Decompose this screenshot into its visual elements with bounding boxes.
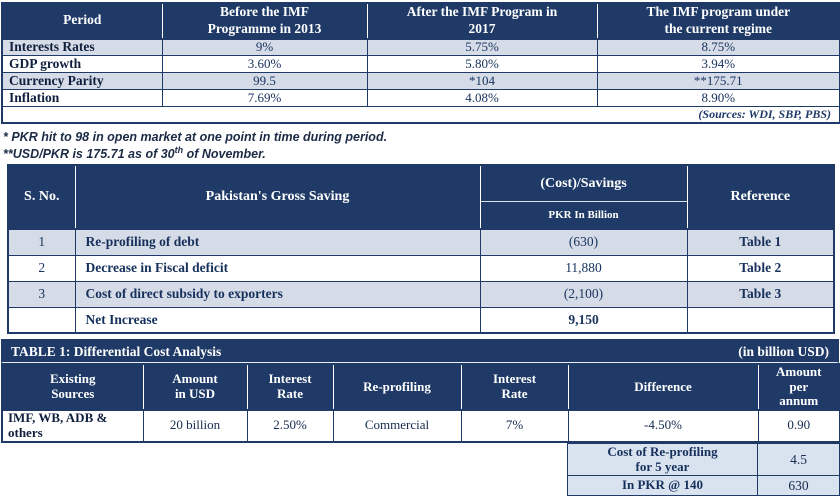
table-row-reprofiling: 1 Re-profiling of debt (630) Table 1 — [7, 228, 835, 256]
amount-usd-cell: 20 billion — [142, 409, 248, 443]
after-imf-column-header: After the IMF Program in 2017 — [366, 3, 597, 40]
value-current: 3.94% — [596, 55, 840, 74]
period-column-header: Period — [2, 3, 162, 40]
re-profiling-cell: Commercial — [332, 409, 462, 443]
table-row-interest-rates: Interests Rates 9% 5.75% 8.75% — [1, 38, 840, 57]
reference-cell: Table 1 — [686, 228, 835, 256]
gross-saving-table: S. No. Pakistan's Gross Saving (Cost)/Sa… — [7, 164, 835, 334]
row-label: Interests Rates — [1, 38, 163, 57]
re-profiling-column-header: Re-profiling — [332, 364, 461, 411]
footnote-text: of November. — [183, 147, 266, 162]
value-after: *104 — [366, 72, 598, 91]
amount-per-annum-cell: 0.90 — [757, 409, 840, 443]
imf-period-comparison-table: Period Before the IMF Programme in 2013 … — [1, 2, 840, 124]
sources-note: (Sources: WDI, SBP, PBS) — [1, 106, 840, 124]
item-cell: Net Increase — [74, 306, 481, 334]
sno-cell: 3 — [7, 280, 76, 308]
value-before: 9% — [161, 38, 368, 57]
cost-savings-header-sub: PKR In Billion — [548, 209, 619, 221]
sources-row: (Sources: WDI, SBP, PBS) — [1, 106, 840, 124]
interest-rate-2-column-header: Interest Rate — [460, 364, 568, 411]
value-before: 7.69% — [161, 89, 368, 108]
reference-cell: Table 3 — [686, 280, 835, 308]
footnotes: * PKR hit to 98 in open market at one po… — [3, 129, 387, 163]
period-header-row: Period Before the IMF Programme in 2013 … — [2, 3, 840, 40]
interest-rate-column-header: Interest Rate — [246, 364, 333, 411]
gross-saving-column-header: Pakistan's Gross Saving — [74, 165, 480, 230]
value-cell: (2,100) — [479, 280, 688, 308]
item-cell: Re-profiling of debt — [74, 228, 481, 256]
table-row-net-increase: Net Increase 9,150 — [7, 306, 835, 334]
table-row-inflation: Inflation 7.69% 4.08% 8.90% — [1, 89, 840, 108]
table-row-currency-parity: Currency Parity 99.5 *104 **175.71 — [1, 72, 840, 91]
ordinal-superscript: th — [174, 145, 184, 156]
value-cell: 11,880 — [479, 254, 688, 282]
item-cell: Cost of direct subsidy to exporters — [74, 280, 481, 308]
differential-table-title-bar: TABLE 1: Differential Cost Analysis (in … — [1, 339, 839, 363]
value-current: **175.71 — [596, 72, 840, 91]
table-row-gdp-growth: GDP growth 3.60% 5.80% 3.94% — [1, 55, 840, 74]
sno-cell: 1 — [7, 228, 76, 256]
row-label: GDP growth — [1, 55, 163, 74]
cost-5-year-value: 4.5 — [757, 442, 840, 477]
differential-cost-table: Existing Sources Amount in USD Interest … — [1, 363, 840, 443]
table-row-in-pkr: In PKR @ 140 630 — [567, 475, 840, 497]
reference-cell: Table 2 — [686, 254, 835, 282]
before-imf-column-header: Before the IMF Programme in 2013 — [161, 3, 367, 40]
amount-usd-column-header: Amount in USD — [142, 364, 247, 411]
current-regime-column-header: The IMF program under the current regime — [596, 3, 840, 40]
value-after: 5.80% — [366, 55, 598, 74]
cost-savings-header-main: (Cost)/Savings — [481, 166, 687, 202]
interest-rate-2-cell: 7% — [460, 409, 569, 443]
sno-column-header: S. No. — [8, 165, 75, 230]
row-label: Currency Parity — [1, 72, 163, 91]
amount-per-annum-column-header: Amount per annum — [757, 364, 840, 411]
differential-table-title: TABLE 1: Differential Cost Analysis — [11, 343, 222, 359]
table-row-fiscal-deficit: 2 Decrease in Fiscal deficit 11,880 Tabl… — [7, 254, 835, 282]
existing-sources-cell: IMF, WB, ADB & others — [1, 409, 144, 443]
sno-cell — [7, 306, 76, 334]
differential-table-unit-note: (in billion USD) — [738, 343, 829, 359]
existing-sources-column-header: Existing Sources — [2, 364, 143, 411]
value-cell: 9,150 — [479, 306, 688, 334]
footnote-usd-pkr: **USD/PKR is 175.71 as of 30th of Novemb… — [3, 145, 387, 162]
savings-header-row: S. No. Pakistan's Gross Saving (Cost)/Sa… — [8, 165, 834, 230]
in-pkr-label: In PKR @ 140 — [567, 475, 758, 497]
row-label: Inflation — [1, 89, 163, 108]
value-before: 3.60% — [161, 55, 368, 74]
value-after: 5.75% — [366, 38, 598, 57]
footnote-text: **USD/PKR is 175.71 as of 30 — [3, 147, 175, 162]
value-current: 8.75% — [596, 38, 840, 57]
item-cell: Decrease in Fiscal deficit — [74, 254, 481, 282]
value-current: 8.90% — [596, 89, 840, 108]
cost-5-year-label: Cost of Re-profiling for 5 year — [567, 442, 758, 477]
reference-cell — [686, 306, 835, 334]
reference-column-header: Reference — [686, 165, 834, 230]
re-profiling-cost-summary-table: Cost of Re-profiling for 5 year 4.5 In P… — [567, 442, 840, 497]
value-cell: (630) — [479, 228, 688, 256]
difference-cell: -4.50% — [567, 409, 759, 443]
table-row-cost-5-year: Cost of Re-profiling for 5 year 4.5 — [567, 442, 840, 477]
table-row-subsidy-exporters: 3 Cost of direct subsidy to exporters (2… — [7, 280, 835, 308]
differential-header-row: Existing Sources Amount in USD Interest … — [2, 364, 840, 411]
value-after: 4.08% — [366, 89, 598, 108]
interest-rate-cell: 2.50% — [246, 409, 334, 443]
table-row-imf-wb-adb: IMF, WB, ADB & others 20 billion 2.50% C… — [1, 409, 840, 443]
sno-cell: 2 — [7, 254, 76, 282]
in-pkr-value: 630 — [757, 475, 840, 497]
cost-savings-column-header: (Cost)/Savings PKR In Billion — [479, 165, 687, 230]
footnote-pkr-open-market: * PKR hit to 98 in open market at one po… — [3, 130, 388, 144]
value-before: 99.5 — [161, 72, 368, 91]
difference-column-header: Difference — [567, 364, 758, 411]
